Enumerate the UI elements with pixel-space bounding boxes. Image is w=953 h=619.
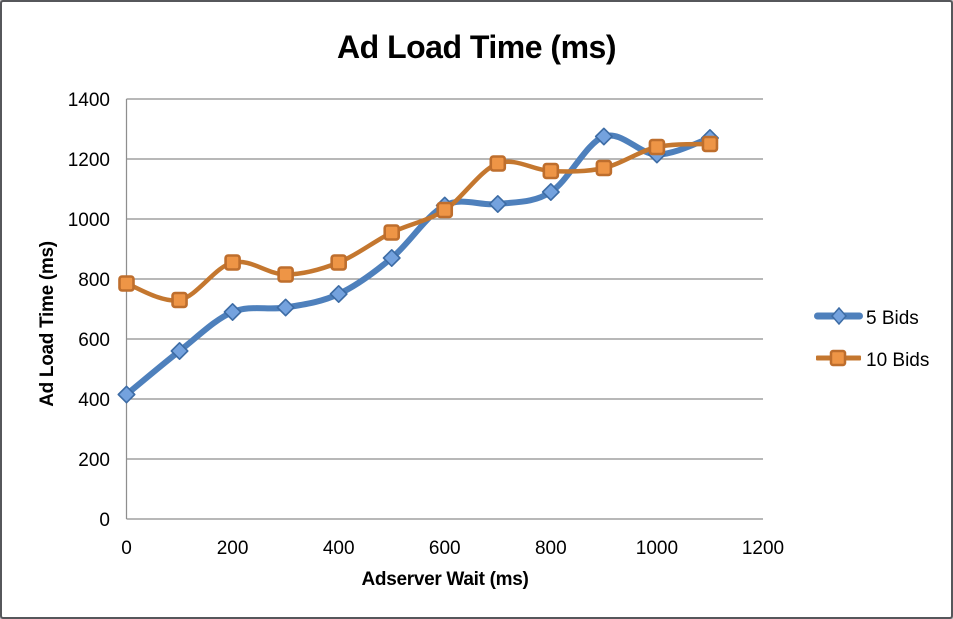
y-tick-label: 400	[78, 390, 110, 411]
x-tick-label: 200	[217, 538, 249, 559]
x-tick-label: 0	[121, 538, 132, 559]
series-line-5-bids	[123, 132, 713, 398]
x-tick-label: 600	[429, 538, 461, 559]
y-tick-label: 0	[99, 510, 110, 531]
x-tick-label: 1000	[636, 538, 678, 559]
data-point-10-bids	[595, 159, 613, 177]
data-point-10-bids	[224, 254, 241, 271]
chart-title: Ad Load Time (ms)	[337, 29, 616, 65]
data-point-10-bids	[118, 275, 135, 292]
data-point-5-bids	[541, 183, 560, 201]
y-tick-label: 200	[78, 450, 110, 471]
y-tick-label: 800	[78, 270, 110, 291]
square-marker-icon	[813, 348, 865, 373]
y-axis-title: Ad Load Time (ms)	[37, 241, 58, 407]
data-point-10-bids	[542, 162, 560, 180]
data-point-5-bids	[276, 298, 295, 317]
x-tick-label: 800	[535, 538, 567, 559]
y-tick-label: 1200	[68, 150, 110, 171]
data-point-5-bids	[223, 303, 242, 321]
y-tick-label: 600	[78, 330, 110, 351]
x-tick-label: 400	[323, 538, 355, 559]
data-point-10-bids	[701, 135, 719, 153]
data-point-5-bids	[382, 249, 401, 267]
data-point-10-bids	[436, 201, 454, 219]
data-point-10-bids	[277, 266, 294, 283]
series-line-10-bids	[124, 141, 713, 303]
data-point-5-bids	[594, 127, 613, 146]
legend: 5 Bids 10 Bids	[813, 306, 929, 373]
data-point-10-bids	[489, 155, 507, 172]
y-tick-label: 1400	[68, 90, 110, 111]
y-tick-label: 1000	[68, 210, 110, 231]
legend-item-10-bids: 10 Bids	[813, 348, 929, 373]
data-point-5-bids	[329, 285, 348, 303]
data-point-5-bids	[170, 342, 189, 360]
legend-item-5-bids: 5 Bids	[813, 306, 929, 331]
diamond-marker-icon	[813, 306, 865, 331]
data-point-10-bids	[330, 254, 347, 271]
x-axis-title: Adserver Wait (ms)	[361, 569, 529, 590]
data-point-10-bids	[383, 224, 401, 241]
data-point-5-bids	[117, 385, 136, 404]
data-point-5-bids	[488, 195, 507, 213]
x-tick-label: 1200	[742, 538, 784, 559]
legend-label: 5 Bids	[866, 307, 919, 329]
legend-label: 10 Bids	[866, 349, 930, 371]
data-point-10-bids	[171, 291, 188, 309]
data-point-10-bids	[648, 138, 666, 156]
